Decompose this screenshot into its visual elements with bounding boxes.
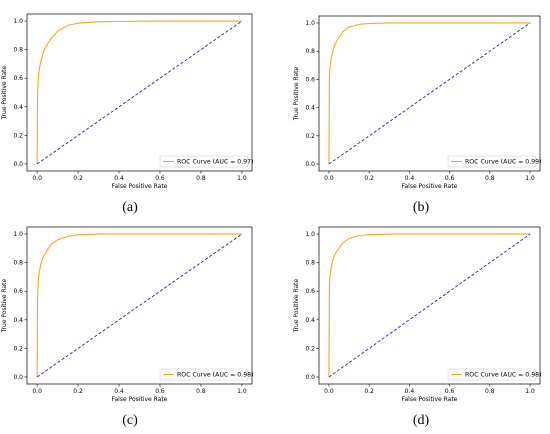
- y-tick-label: 0.2: [13, 132, 23, 139]
- x-axis-label: False Positive Rate: [112, 183, 168, 190]
- x-tick-label: 0.0: [32, 175, 42, 182]
- x-tick-label: 0.6: [445, 175, 455, 182]
- roc-panel-1: 0.0 0.2 0.4 0.6 0.8 1.0 0.0 0.2 0.4 0.6 0.8 1.0 Fals…: [1, 13, 253, 215]
- x-tick-label: 0.4: [405, 175, 415, 182]
- roc-curve-line: [36, 233, 242, 377]
- y-axis-label: True Positive Rate: [1, 65, 8, 120]
- x-tick-label: 0.6: [445, 388, 455, 395]
- chance-diagonal-line: [328, 233, 531, 378]
- x-tick-label: 0.2: [364, 175, 374, 182]
- x-tick-label: 0.2: [73, 175, 83, 182]
- legend-label: ROC Curve (AUC = 0.98): [177, 372, 253, 379]
- y-tick-label: 0.2: [305, 345, 315, 352]
- roc-curve-line: [328, 233, 531, 377]
- legend-box: [159, 368, 249, 381]
- x-tick-label: 0.4: [114, 175, 124, 182]
- plot-frame: [318, 226, 541, 385]
- legend: ROC Curve (AUC = 0.98): [447, 368, 541, 381]
- legend-label: ROC Curve (AUC = 0.99): [465, 159, 541, 166]
- y-tick-label: 1.0: [305, 20, 315, 27]
- x-tick-label: 0.0: [32, 388, 42, 395]
- x-tick-label: 0.6: [155, 175, 165, 182]
- plot-frame: [26, 13, 253, 172]
- plot-frame: [318, 15, 541, 172]
- legend-box: [447, 368, 537, 381]
- roc-panel-2: 0.0 0.2 0.4 0.6 0.8 1.0 0.0 0.2 0.4 0.6 0.8 1.0 Fals…: [293, 15, 541, 215]
- y-tick-label: 0.0: [13, 374, 23, 381]
- legend: ROC Curve (AUC = 0.99): [447, 155, 541, 168]
- legend-label: ROC Curve (AUC = 0.97): [177, 159, 253, 166]
- x-tick-label: 0.8: [485, 175, 495, 182]
- x-tick-label: 1.0: [237, 388, 247, 395]
- y-tick-label: 0.0: [13, 161, 23, 168]
- x-axis-label: False Positive Rate: [402, 183, 458, 190]
- y-tick-label: 1.0: [13, 18, 23, 25]
- legend: ROC Curve (AUC = 0.98): [159, 368, 253, 381]
- x-tick-label: 0.4: [405, 388, 415, 395]
- roc-panel-4: 0.0 0.2 0.4 0.6 0.8 1.0 0.0 0.2 0.4 0.6 0.8 1.0 Fals…: [293, 226, 541, 428]
- roc-curve-line: [36, 20, 242, 164]
- x-tick-label: 0.0: [324, 388, 334, 395]
- chance-diagonal-line: [328, 22, 531, 165]
- chance-diagonal-line: [36, 233, 243, 378]
- x-tick-label: 0.8: [485, 388, 495, 395]
- y-tick-label: 0.4: [305, 105, 315, 112]
- x-tick-label: 0.2: [73, 388, 83, 395]
- roc-panel-3: 0.0 0.2 0.4 0.6 0.8 1.0 0.0 0.2 0.4 0.6 0.8 1.0 Fals…: [1, 226, 253, 428]
- x-axis-label: False Positive Rate: [112, 396, 168, 403]
- y-tick-label: 0.0: [305, 374, 315, 381]
- panel-caption: (c): [122, 413, 138, 428]
- y-tick-label: 1.0: [13, 231, 23, 238]
- panel-caption: (b): [413, 200, 430, 215]
- chance-diagonal-line: [36, 20, 243, 165]
- y-tick-label: 0.8: [13, 260, 23, 267]
- legend-label: ROC Curve (AUC = 0.98): [465, 372, 541, 379]
- roc-curve-line: [328, 22, 531, 165]
- panel-caption: (a): [122, 200, 138, 215]
- x-tick-label: 1.0: [525, 175, 535, 182]
- legend: ROC Curve (AUC = 0.97): [159, 155, 253, 168]
- x-tick-label: 0.2: [364, 388, 374, 395]
- y-tick-label: 1.0: [305, 231, 315, 238]
- x-tick-label: 0.4: [114, 388, 124, 395]
- x-axis-label: False Positive Rate: [402, 396, 458, 403]
- x-tick-label: 1.0: [237, 175, 247, 182]
- x-tick-label: 1.0: [525, 388, 535, 395]
- y-tick-label: 0.4: [13, 104, 23, 111]
- y-tick-label: 0.6: [305, 76, 315, 83]
- panel-caption: (d): [413, 413, 430, 428]
- y-tick-label: 0.0: [305, 161, 315, 168]
- y-tick-label: 0.8: [305, 260, 315, 267]
- y-tick-label: 0.2: [305, 133, 315, 140]
- x-tick-label: 0.6: [155, 388, 165, 395]
- x-tick-label: 0.0: [324, 175, 334, 182]
- y-axis-label: True Positive Rate: [293, 66, 300, 121]
- y-tick-label: 0.6: [13, 288, 23, 295]
- y-tick-label: 0.2: [13, 345, 23, 352]
- y-tick-label: 0.8: [305, 48, 315, 55]
- plot-frame: [26, 226, 253, 385]
- legend-box: [159, 155, 249, 168]
- y-axis-label: True Positive Rate: [293, 278, 300, 333]
- y-tick-label: 0.8: [13, 47, 23, 54]
- y-tick-label: 0.4: [13, 317, 23, 324]
- legend-box: [447, 155, 537, 168]
- y-tick-label: 0.4: [305, 317, 315, 324]
- y-tick-label: 0.6: [13, 75, 23, 82]
- x-tick-label: 0.8: [196, 388, 206, 395]
- x-tick-label: 0.8: [196, 175, 206, 182]
- y-axis-label: True Positive Rate: [1, 278, 8, 333]
- y-tick-label: 0.6: [305, 288, 315, 295]
